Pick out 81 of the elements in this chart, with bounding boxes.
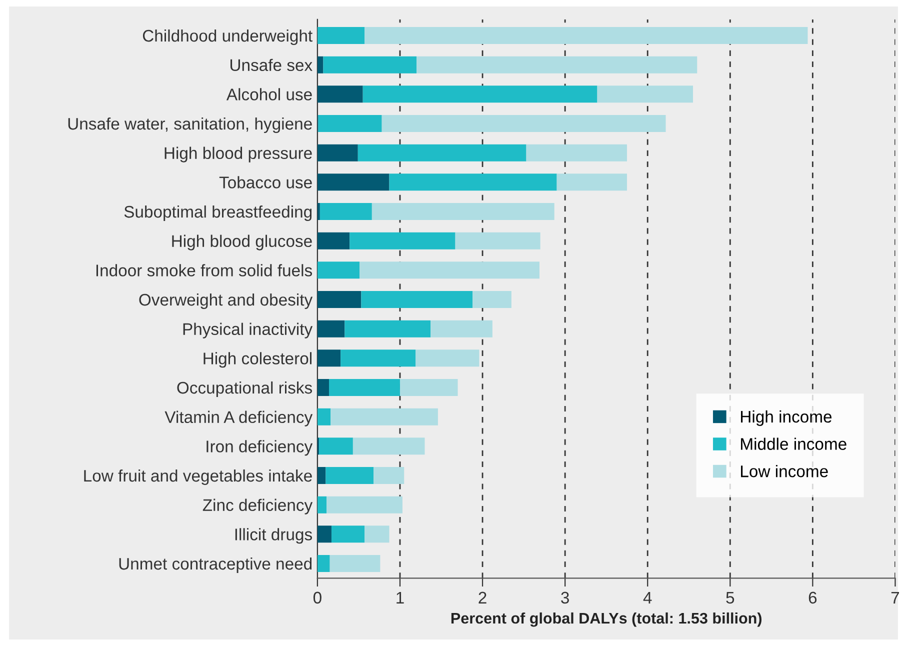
bar xyxy=(317,86,363,103)
x-tick-label: 1 xyxy=(396,592,404,604)
bar xyxy=(350,232,456,250)
bar xyxy=(317,144,358,162)
x-tick-label: 0 xyxy=(313,592,322,604)
bar xyxy=(330,554,380,572)
bar xyxy=(597,86,693,103)
bar xyxy=(317,379,330,396)
bar xyxy=(320,203,372,220)
legend-label: Low income xyxy=(741,464,828,478)
bar xyxy=(330,408,438,426)
y-tick-label: Physical inactivity xyxy=(183,322,313,338)
bar xyxy=(329,379,400,396)
bar xyxy=(318,115,382,132)
bar xyxy=(317,496,327,514)
bar xyxy=(389,174,557,191)
bar xyxy=(317,203,320,220)
bar xyxy=(364,526,390,543)
bar xyxy=(340,350,416,367)
bar xyxy=(317,27,364,44)
bar xyxy=(317,408,331,426)
x-tick-label: 5 xyxy=(726,592,734,604)
bar xyxy=(331,526,364,543)
bar xyxy=(317,350,341,367)
y-tick-label: High colesterol xyxy=(204,352,312,368)
bar xyxy=(472,291,512,308)
bar xyxy=(326,496,402,514)
bar xyxy=(358,144,526,162)
y-tick-label: Alcohol use xyxy=(226,88,312,100)
bar xyxy=(319,438,353,455)
bar xyxy=(364,27,808,44)
x-tick-label: 3 xyxy=(561,592,569,604)
y-tick-label: Zinc deficiency xyxy=(202,498,313,514)
y-tick-label: Unsafe water, sanitation, hygiene xyxy=(68,117,312,134)
x-tick-label: 2 xyxy=(478,592,486,604)
bar xyxy=(382,115,666,132)
bar xyxy=(317,262,360,279)
x-tick-label: 4 xyxy=(643,592,652,604)
bar xyxy=(360,262,540,279)
bar xyxy=(317,554,330,572)
bar xyxy=(326,467,374,484)
y-tick-label: Unmet contraceptive need xyxy=(119,557,312,573)
y-tick-label: High blood pressure xyxy=(164,146,312,162)
bar xyxy=(352,438,425,455)
y-tick-label: High blood glucose xyxy=(172,234,312,250)
legend-label: Middle income xyxy=(741,438,846,450)
x-tick-label: 7 xyxy=(891,592,900,604)
y-tick-label: Occupational risks xyxy=(177,381,312,398)
bar xyxy=(526,144,627,162)
bar xyxy=(372,203,554,220)
bar xyxy=(556,174,627,191)
y-tick-label: Overweight and obesity xyxy=(139,293,313,310)
y-tick-label: Illicit drugs xyxy=(235,528,312,544)
bar xyxy=(323,56,416,74)
bar xyxy=(430,320,492,338)
legend-label: High income xyxy=(741,410,832,426)
bar xyxy=(317,56,324,74)
bar xyxy=(317,232,350,250)
y-tick-label: Low fruit and vegetables intake xyxy=(84,469,312,486)
y-tick-label: Childhood underweight xyxy=(142,29,312,46)
bar xyxy=(374,467,404,484)
bar xyxy=(362,86,598,103)
y-tick-label: Vitamin A deficiency xyxy=(164,410,313,426)
y-tick-label: Indoor smoke from solid fuels xyxy=(96,264,312,276)
bar xyxy=(344,320,431,338)
y-tick-label: Iron deficiency xyxy=(206,440,313,456)
bar xyxy=(416,56,698,74)
y-tick-label: Unsafe sex xyxy=(230,58,312,72)
bar xyxy=(317,174,390,191)
bar xyxy=(400,379,458,396)
bar xyxy=(416,350,480,367)
x-axis-title: Percent of global DALYs (total: 1.53 billion) xyxy=(451,612,762,627)
bar xyxy=(361,291,473,308)
bar xyxy=(317,320,345,338)
y-tick-label: Suboptimal breastfeeding xyxy=(124,205,312,222)
x-tick-label: 6 xyxy=(808,592,817,604)
bar xyxy=(317,526,332,543)
bar xyxy=(455,232,540,250)
bar xyxy=(317,291,362,308)
y-tick-label: Tobacco use xyxy=(219,176,312,188)
bar xyxy=(317,467,326,484)
